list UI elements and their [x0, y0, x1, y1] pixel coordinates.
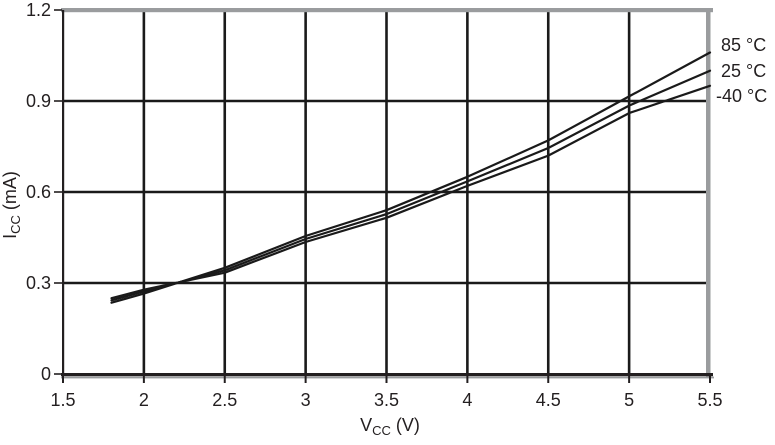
series-line-40c [110, 84, 712, 300]
x-tick-label: 2 [139, 390, 149, 410]
y-tick-label: 1.2 [26, 0, 51, 20]
series-line-85c [110, 51, 712, 304]
frame-right-border [706, 8, 711, 377]
grid-layer [63, 10, 706, 376]
x-tick-label: 1.5 [50, 390, 75, 410]
x-tick-label: 5 [624, 390, 634, 410]
y-axis-line [62, 10, 65, 376]
legend: 85 °C 25 °C -40 °C [716, 35, 767, 106]
x-axis-line [61, 373, 713, 377]
series-layer [110, 51, 712, 304]
y-tick-label: 0.3 [26, 273, 51, 293]
x-tick-label: 2.5 [212, 390, 237, 410]
legend-label-minus40c: -40 °C [716, 86, 767, 106]
y-axis-title-unit: (mA) [0, 171, 20, 215]
y-tick-label: 0.6 [26, 182, 51, 202]
x-tick-label: 4.5 [536, 390, 561, 410]
x-axis-title-base: V [360, 415, 372, 435]
y-axis-title: ICC (mA) [0, 171, 23, 239]
x-axis-title: VCC (V) [360, 415, 420, 438]
x-axis-title-subscript: CC [372, 423, 391, 438]
x-tick-label: 3 [301, 390, 311, 410]
frame-top-border [61, 8, 713, 13]
y-axis-title-subscript: CC [8, 215, 23, 234]
legend-label-85c: 85 °C [721, 35, 766, 55]
legend-label-25c: 25 °C [721, 61, 766, 81]
x-axis-title-unit: (V) [391, 415, 420, 435]
y-axis-title-base: I [0, 234, 20, 239]
x-tick-label: 3.5 [374, 390, 399, 410]
series-line-25c [110, 69, 712, 302]
x-tick-label: 4 [462, 390, 472, 410]
tick-layer: 1.5 2 2.5 3 3.5 4 4.5 5 5.5 0 0.3 0.6 0.9 1.2 [26, 0, 723, 410]
y-tick-label: 0 [41, 364, 51, 384]
x-tick-label: 5.5 [697, 390, 722, 410]
y-tick-label: 0.9 [26, 91, 51, 111]
